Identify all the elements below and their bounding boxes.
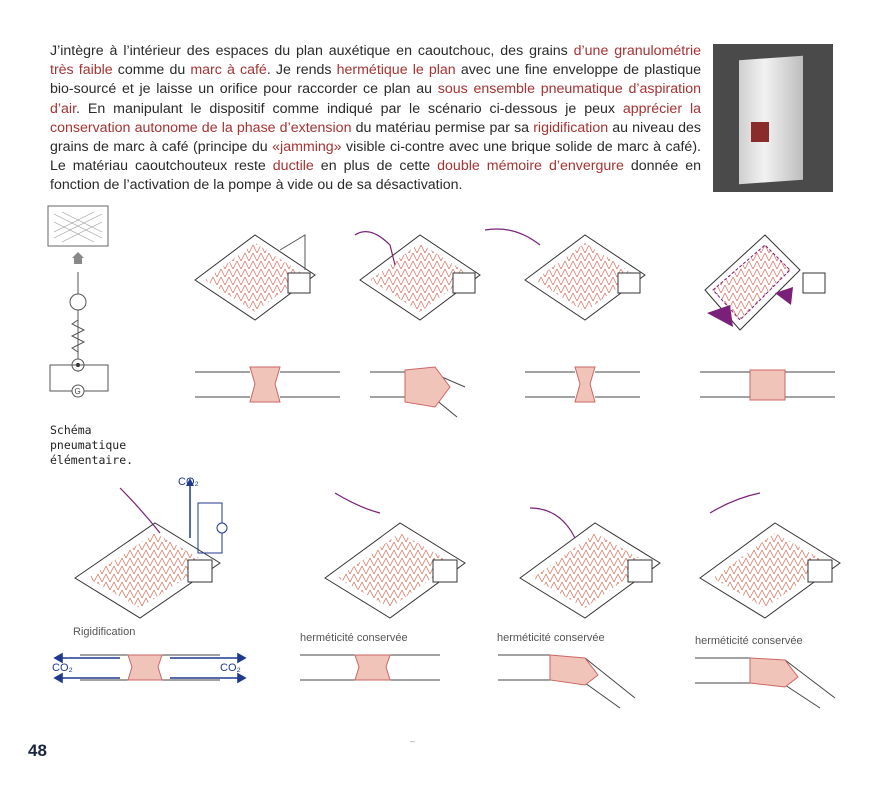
co2-label-svg: CO₂ <box>178 476 199 488</box>
highlight: apprécier la conservation autonome de la… <box>50 100 701 136</box>
text: au niveau des grains de marc à café (pri… <box>50 119 701 156</box>
co2-left-label: CO₂ <box>52 662 73 674</box>
highlight: sous ensemble pneumatique d’aspiration d… <box>50 81 702 117</box>
panel-row-1-sheets <box>194 228 826 331</box>
highlight: ductile <box>272 158 314 175</box>
brick-label <box>751 122 769 142</box>
generator-label: G <box>75 387 81 396</box>
text: donnée en fonction de l’activation de la… <box>50 158 701 194</box>
highlight: double mémoire d’envergure <box>437 158 624 175</box>
page-number: 48 <box>28 741 47 760</box>
sheet-2 <box>354 231 481 321</box>
highlight: rigidification <box>533 119 609 136</box>
schema-caption: Schéma pneumatique élémentaire. <box>50 423 134 467</box>
co2-up-label: CO₂ <box>178 476 199 488</box>
text: comme du <box>112 62 191 79</box>
sheet-1 <box>194 234 316 321</box>
panel-row-2-sheets <box>74 478 841 619</box>
text: avec une fine enveloppe de plastique bio… <box>50 62 701 98</box>
sheet-4 <box>704 234 826 331</box>
pneumatic-schema: G <box>47 205 109 398</box>
tubes-row-2: CO₂ CO₂ <box>52 652 836 709</box>
sheet-5 <box>74 478 228 619</box>
label-conserved-1: herméticité conservée <box>300 632 408 644</box>
highlight: «jamming» <box>272 139 342 156</box>
brick-shape <box>739 55 803 185</box>
highlight: d’une granulométrie très faible <box>50 43 701 79</box>
sheet-3 <box>484 228 646 321</box>
text: visible ci-contre avec une brique solide… <box>50 139 701 175</box>
highlight: marc à café <box>190 62 267 79</box>
text: en plus de cette <box>313 158 438 175</box>
highlight: hermétique le plan <box>336 62 456 79</box>
co2-right-label: CO₂ <box>220 662 241 674</box>
tubes-row-1 <box>195 366 835 418</box>
label-conserved-3: herméticité conservée <box>695 635 803 647</box>
text: . En manipulant le dispositif comme indi… <box>76 100 623 117</box>
text: . Je rends <box>266 62 337 79</box>
coffee-brick-photo <box>713 44 833 192</box>
sheet-6 <box>324 492 466 619</box>
sheet-8 <box>699 492 841 619</box>
text: J’intègre à l’intérieur des espaces du p… <box>50 43 574 59</box>
label-conserved-2: herméticité conservée <box>497 632 605 644</box>
text: du matériau permise par sa <box>351 119 534 136</box>
label-rigidification: Rigidification <box>73 626 136 638</box>
sheet-7 <box>519 507 661 619</box>
footer-dash: – <box>410 736 416 746</box>
intro-paragraph: J’intègre à l’intérieur des espaces du p… <box>50 42 701 196</box>
